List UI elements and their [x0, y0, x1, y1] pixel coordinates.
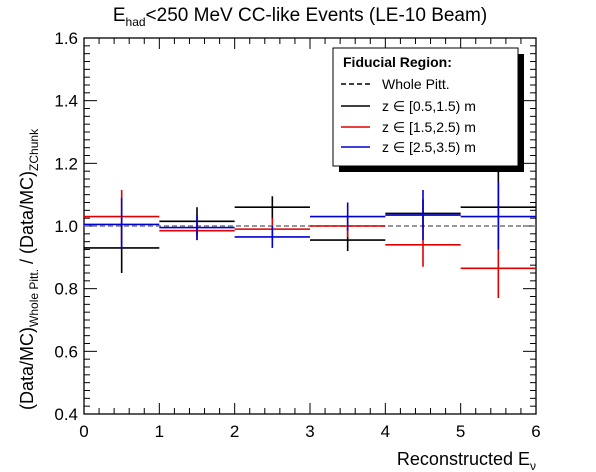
- y-tick-label: 1.2: [54, 154, 78, 173]
- data-series-layer: [84, 171, 536, 299]
- y-axis-label-subscript-a: Whole Pitt.: [27, 269, 41, 327]
- chart-title: Ehad<250 MeV CC-like Events (LE-10 Beam): [113, 5, 487, 29]
- series-1: [84, 189, 536, 299]
- series-0: [84, 171, 536, 273]
- chart-title-main: E: [113, 5, 126, 26]
- x-tick-label: 2: [230, 422, 239, 441]
- legend-entry-z-0.5-1.5: z ∈ [0.5,1.5) m: [382, 98, 476, 114]
- y-tick-label: 1.0: [54, 217, 78, 236]
- x-tick-label: 4: [381, 422, 390, 441]
- chart-title-rest: <250 MeV CC-like Events (LE-10 Beam): [146, 5, 488, 26]
- x-axis-label-subscript: ν: [530, 459, 536, 472]
- y-tick-label: 0.6: [54, 342, 78, 361]
- y-tick-label: 0.4: [54, 405, 78, 424]
- legend-entry-whole-pitt: Whole Pitt.: [382, 76, 450, 92]
- axis-ticks: [83, 37, 537, 415]
- chart-title-subscript: had: [126, 15, 146, 29]
- legend-shadow-bottom: [339, 166, 524, 172]
- x-tick-label: 1: [155, 422, 164, 441]
- y-tick-label: 0.8: [54, 280, 78, 299]
- axis-tick-labels: 0 1 2 3 4 5 6 0.4 0.6 0.8 1.0 1.2 1.4 1.6: [54, 29, 540, 441]
- x-tick-label: 5: [456, 422, 465, 441]
- y-axis-label: (Data/MC)Whole Pitt. / (Data/MC)ZChunk: [17, 128, 41, 410]
- legend-shadow: [518, 54, 524, 166]
- legend: Fiducial Region: Whole Pitt. z ∈ [0.5,1.…: [332, 47, 524, 172]
- y-axis-label-part-a: (Data/MC): [17, 327, 37, 410]
- x-tick-label: 6: [531, 422, 540, 441]
- x-tick-label: 3: [305, 422, 314, 441]
- y-tick-label: 1.4: [54, 92, 78, 111]
- y-axis-label-middle: / (Data/MC): [17, 171, 37, 269]
- legend-entry-z-2.5-3.5: z ∈ [2.5,3.5) m: [382, 139, 476, 155]
- y-axis-label-subscript-b: ZChunk: [27, 128, 41, 171]
- x-axis-label: Reconstructed Eν: [397, 449, 536, 472]
- x-tick-label: 0: [79, 422, 88, 441]
- x-axis-label-main: Reconstructed E: [397, 449, 530, 469]
- series-2: [84, 182, 536, 250]
- y-tick-label: 1.6: [54, 29, 78, 48]
- legend-entry-z-1.5-2.5: z ∈ [1.5,2.5) m: [382, 119, 476, 135]
- legend-title: Fiducial Region:: [343, 54, 452, 70]
